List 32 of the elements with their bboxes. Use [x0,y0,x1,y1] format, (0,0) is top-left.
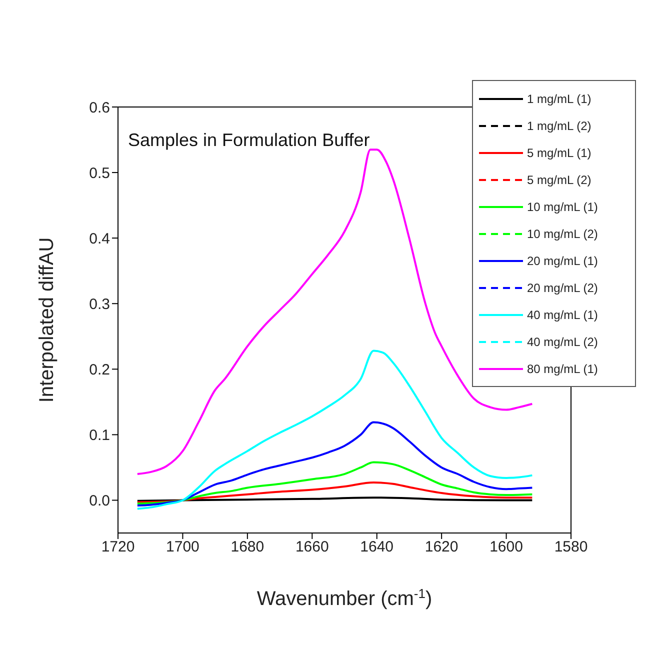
legend-label: 40 mg/mL (1) [527,308,598,322]
y-tick-label: 0.2 [89,361,110,378]
y-tick-label: 0.1 [89,427,110,444]
line-series [136,461,534,505]
y-axis-title: Interpolated diffAU [36,237,58,403]
legend-label: 20 mg/mL (1) [527,254,598,268]
x-tick-label: 1720 [101,538,135,556]
legend-label: 10 mg/mL (2) [527,226,598,240]
y-tick-label: 0.0 [89,492,110,510]
legend-label: 5 mg/mL (1) [527,146,592,160]
x-tick-label: 1660 [295,538,329,556]
legend-label: 1 mg/mL (2) [527,118,592,132]
legend-label: 80 mg/mL (1) [527,362,598,376]
y-tick-label: 0.4 [89,230,110,248]
x-axis-title: Wavenumber (cm$^{-1}$) [256,586,432,610]
annotation: Samples in Formulation Buffer [128,130,370,151]
x-tick-label: 1680 [230,538,264,556]
legend-label: 20 mg/mL (2) [527,280,598,294]
y-tick-label: 0.5 [89,164,110,182]
line-series [136,421,534,506]
x-tick-label: 1640 [360,538,394,556]
legend-label: 5 mg/mL (2) [527,172,592,186]
x-tick-label: 1580 [554,538,588,556]
legend-label: 10 mg/mL (1) [527,200,598,214]
line-series [136,482,534,504]
x-tick-label: 1700 [166,538,200,556]
legend-label: 40 mg/mL (2) [527,334,598,348]
y-tick-label: 0.3 [89,296,110,313]
x-tick-label: 1600 [490,538,523,556]
y-tick-label: 0.6 [89,99,110,116]
legend-label: 1 mg/mL (1) [527,92,592,106]
x-tick-label: 1620 [424,538,458,556]
